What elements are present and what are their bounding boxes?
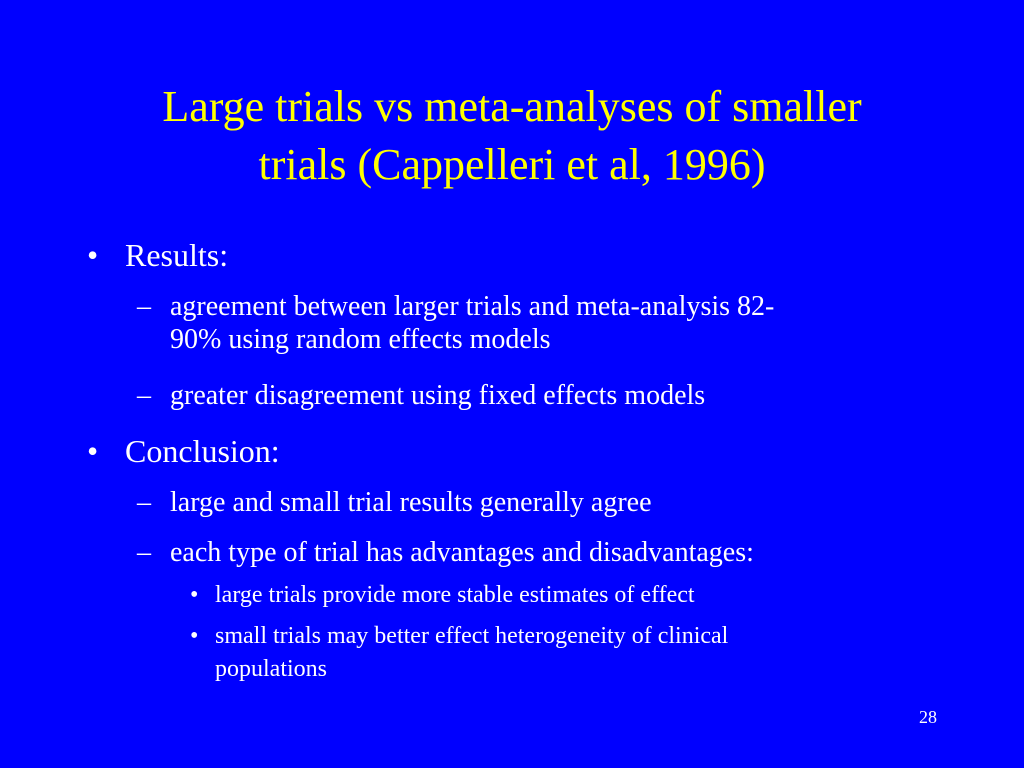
sub-bullet-agree-text: large and small trial results generally … xyxy=(170,487,652,518)
sub-bullet-advantages: – each type of trial has advantages and … xyxy=(0,536,1024,572)
heterogeneity-line-2: populations xyxy=(215,656,327,682)
agreement-line-1: agreement between larger trials and meta… xyxy=(170,291,775,322)
conclusion-label: Conclusion: xyxy=(125,433,280,469)
bullet-results: • Results: xyxy=(0,236,1024,276)
sub-sub-bullet-stable-text: large trials provide more stable estimat… xyxy=(215,582,695,608)
results-label: Results: xyxy=(125,237,229,273)
dash-marker: – xyxy=(137,380,151,411)
sub-bullet-agreement-text: agreement between larger trials and meta… xyxy=(170,290,930,356)
sub-bullet-agreement: – agreement between larger trials and me… xyxy=(0,290,1024,360)
sub-bullet-advantages-text: each type of trial has advantages and di… xyxy=(170,537,754,568)
slide-title: Large trials vs meta-analyses of smaller… xyxy=(80,78,944,194)
dash-marker: – xyxy=(137,487,151,518)
bullet-conclusion: • Conclusion: xyxy=(0,432,1024,472)
bullet-marker: • xyxy=(190,582,199,608)
sub-sub-bullet-heterogeneity-text: small trials may better effect heterogen… xyxy=(215,620,915,686)
page-number: 28 xyxy=(919,707,937,727)
slide-title-line-2: trials (Cappelleri et al, 1996) xyxy=(258,140,766,189)
bullet-marker: • xyxy=(190,623,199,649)
sub-bullet-agree: – large and small trial results generall… xyxy=(0,486,1024,522)
dash-marker: – xyxy=(137,537,151,568)
sub-sub-bullet-heterogeneity: • small trials may better effect heterog… xyxy=(0,620,1024,686)
sub-bullet-disagreement: – greater disagreement using fixed effec… xyxy=(0,379,1024,415)
bullet-marker: • xyxy=(87,237,99,273)
heterogeneity-line-1: small trials may better effect heterogen… xyxy=(215,623,729,649)
bullet-marker: • xyxy=(87,433,99,469)
agreement-line-2: 90% using random effects models xyxy=(170,324,551,355)
slide-title-line-1: Large trials vs meta-analyses of smaller xyxy=(162,82,862,131)
sub-sub-bullet-stable: • large trials provide more stable estim… xyxy=(0,579,1024,612)
sub-bullet-disagreement-text: greater disagreement using fixed effects… xyxy=(170,380,706,411)
dash-marker: – xyxy=(137,291,151,322)
